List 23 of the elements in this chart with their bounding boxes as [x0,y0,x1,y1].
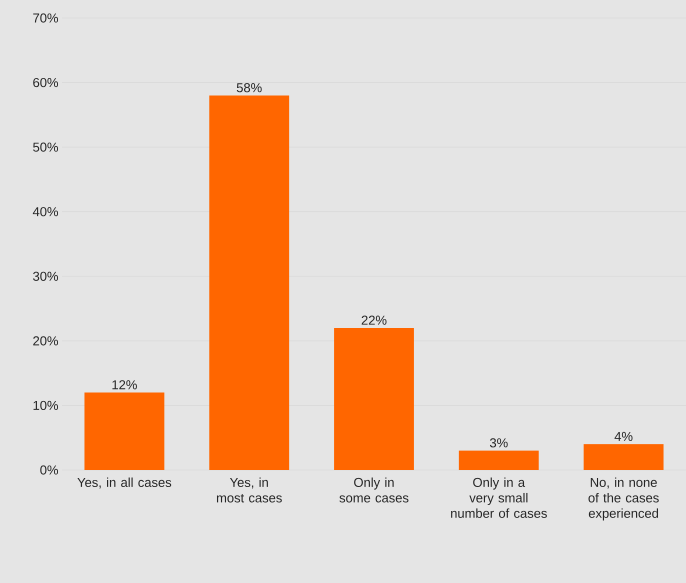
y-tick-label: 10% [34,400,58,410]
y-tick-label: 70% [33,13,58,23]
x-tick-label: No, in none of the cases experienced [588,478,659,520]
y-tick-label: 60% [33,78,58,88]
data-label: 58% [236,83,262,92]
y-tick-label: 0% [40,465,58,475]
data-label: 4% [614,432,633,441]
x-tick-label: Only in a very small number of cases [451,478,547,518]
bar [84,392,164,470]
data-label: 22% [362,316,387,325]
bar [334,328,414,470]
x-tick-label: Yes, in most cases [216,478,282,502]
y-tick-label: 50% [33,142,58,152]
data-label: 3% [490,438,508,448]
bar [584,444,664,470]
x-tick-label: Yes, in all cases [77,478,172,489]
y-tick-label: 40% [32,207,58,216]
data-label: 12% [112,380,137,390]
y-tick-label: 20% [33,336,58,346]
bar [458,450,539,470]
bar [209,95,290,470]
y-tick-label: 30% [33,272,58,281]
x-tick-label: Only in some cases [339,478,408,502]
